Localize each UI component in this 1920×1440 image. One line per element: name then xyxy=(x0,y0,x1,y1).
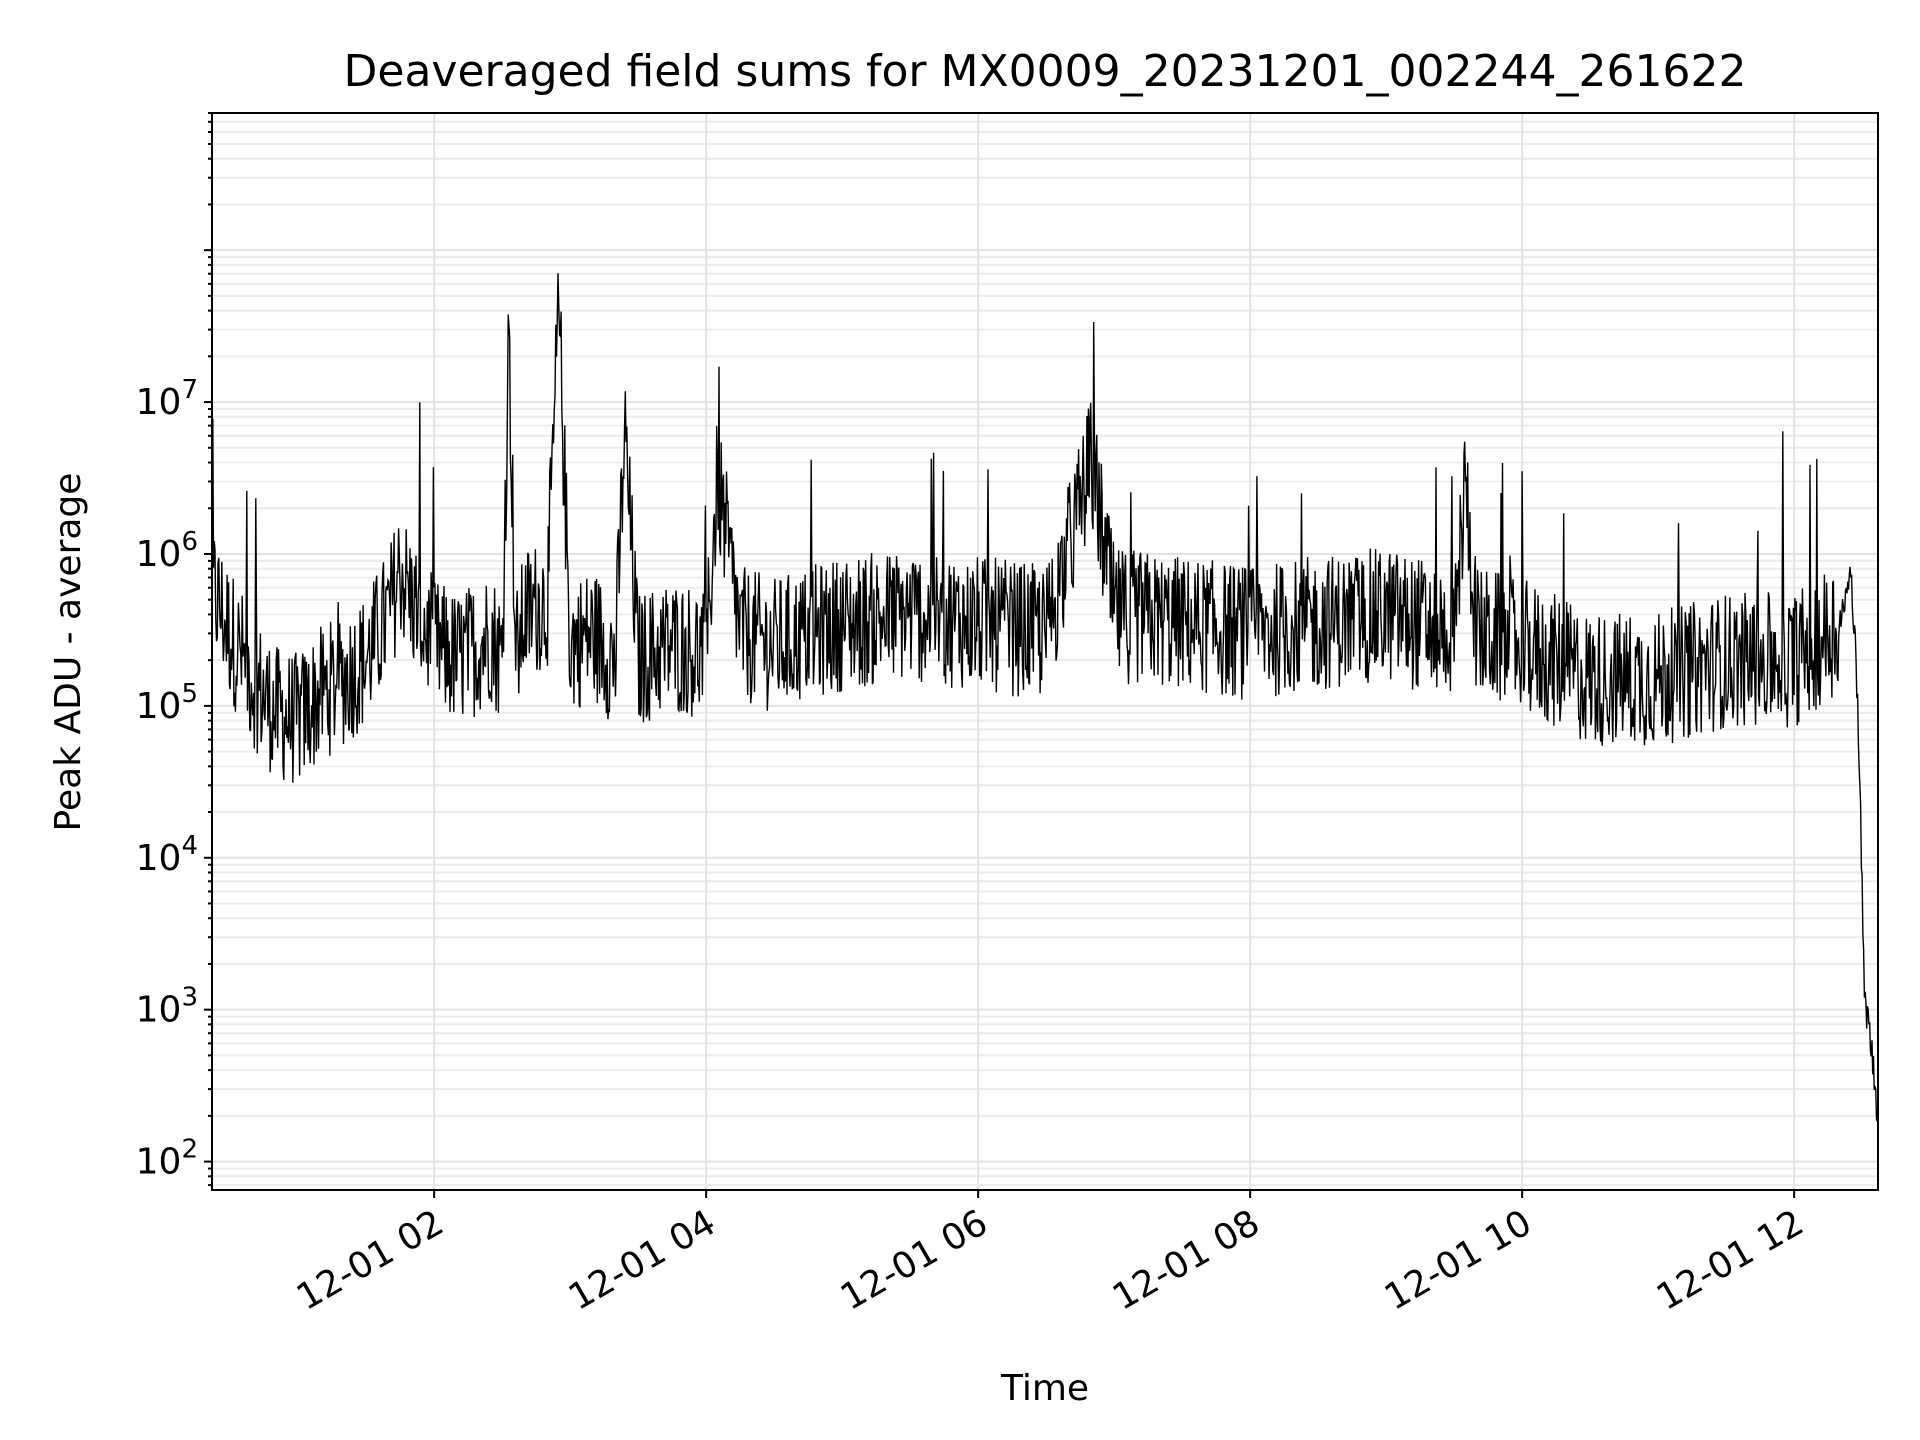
y-tick-base: 10 xyxy=(136,382,182,423)
series-line xyxy=(211,273,1879,1122)
y-tick-base: 10 xyxy=(136,686,182,727)
y-tick-base: 10 xyxy=(136,1142,182,1183)
y-tick-exponent: 7 xyxy=(181,375,198,405)
y-tick-label: 102 xyxy=(136,1135,198,1183)
y-tick-exponent: 6 xyxy=(181,527,198,557)
x-axis-label: Time xyxy=(1000,1368,1089,1409)
y-tick-base: 10 xyxy=(136,534,182,575)
y-tick-label: 105 xyxy=(136,679,198,727)
x-tick-label: 12-01 06 xyxy=(834,1202,995,1318)
y-tick-base: 10 xyxy=(136,990,182,1031)
y-tick-label: 107 xyxy=(136,375,198,423)
y-tick-base: 10 xyxy=(136,838,182,879)
y-tick-label: 104 xyxy=(136,831,198,879)
y-tick-exponent: 5 xyxy=(181,679,198,709)
chart-title: Deaveraged field sums for MX0009_2023120… xyxy=(344,46,1747,97)
x-tick-label: 12-01 10 xyxy=(1378,1202,1539,1318)
y-tick-exponent: 2 xyxy=(181,1135,198,1165)
y-tick-label: 106 xyxy=(136,527,198,575)
y-tick-exponent: 3 xyxy=(181,983,198,1013)
plot-frame xyxy=(211,112,1879,1191)
grid xyxy=(212,112,1878,1190)
y-tick-exponent: 4 xyxy=(181,831,198,861)
y-axis-label: Peak ADU - average xyxy=(48,473,89,832)
y-tick-label: 103 xyxy=(136,983,198,1031)
x-tick-label: 12-01 12 xyxy=(1650,1202,1811,1318)
x-tick-label: 12-01 02 xyxy=(290,1202,451,1318)
x-tick-label: 12-01 04 xyxy=(562,1202,723,1318)
x-tick-label: 12-01 08 xyxy=(1106,1202,1267,1318)
